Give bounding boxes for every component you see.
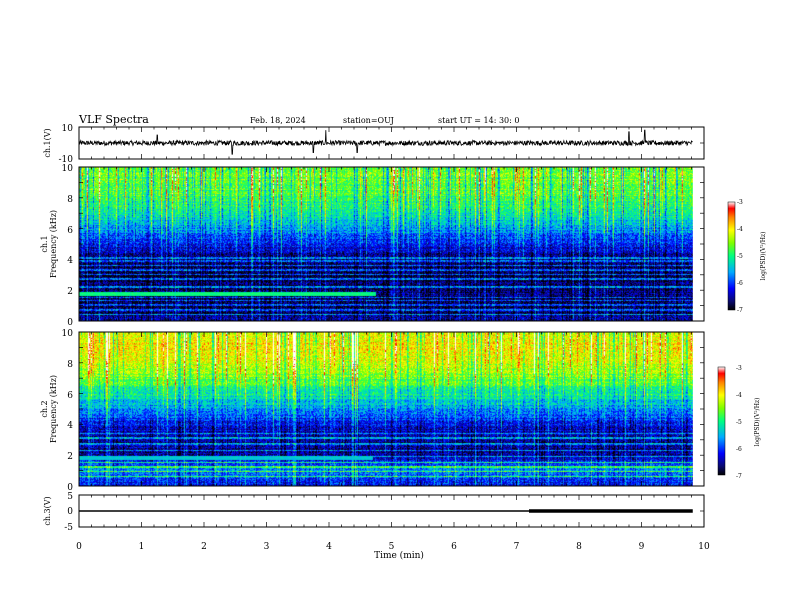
xtick-1: 1 bbox=[139, 542, 145, 552]
ch2-cb-tick-m3: -3 bbox=[736, 365, 742, 372]
ch1-waveform-panel: 10 -10 ch.1(V) bbox=[43, 124, 705, 165]
ch1-ytick-2: 2 bbox=[67, 287, 73, 297]
ch2-spectrogram-ticks bbox=[78, 331, 705, 487]
ch2-cb-tick-m7: -7 bbox=[736, 473, 742, 480]
date-label: Feb. 18, 2024 bbox=[250, 116, 306, 125]
ch1-ytick-bottom: -10 bbox=[59, 155, 74, 165]
ch1-ytick-top: 10 bbox=[62, 124, 74, 134]
xtick-8: 8 bbox=[576, 542, 582, 552]
ch1-ytick-4: 4 bbox=[67, 256, 73, 266]
station-label: station=OUJ bbox=[343, 116, 394, 125]
ch3-waveform-panel: 5 0 -5 ch.3(V) bbox=[43, 492, 705, 533]
ch2-colorbar-ramp bbox=[717, 366, 726, 476]
ch2-spectrogram-panel: 10 8 6 4 2 0 ch.2 Frequency (kHz) bbox=[40, 329, 705, 493]
ch2-ytick-8: 8 bbox=[67, 360, 73, 370]
ch2-ytick-2: 2 bbox=[67, 452, 73, 462]
ch3-waveform-ylabel: ch.3(V) bbox=[43, 496, 52, 525]
ch1-ytick-8: 8 bbox=[67, 195, 73, 205]
ch2-cb-tick-m5: -5 bbox=[736, 419, 742, 426]
xtick-2: 2 bbox=[201, 542, 207, 552]
ch1-spectrogram-panel: 10 8 6 4 2 0 ch.1 Frequency (kHz) bbox=[40, 164, 705, 328]
ch1-waveform-ylabel: ch.1(V) bbox=[43, 128, 52, 157]
ch2-ytick-10: 10 bbox=[62, 329, 74, 339]
figure-title: VLF Spectra bbox=[78, 113, 149, 126]
ch2-spectrogram-ylabel-channel: ch.2 bbox=[40, 400, 49, 417]
ch1-ytick-0: 0 bbox=[67, 318, 73, 328]
ch2-spectrogram-image bbox=[79, 332, 693, 486]
ch1-colorbar: -3 -4 -5 -6 -7 log(PSD)(V²/Hz) bbox=[727, 199, 767, 314]
ch1-spectrogram-ylabel-channel: ch.1 bbox=[40, 235, 49, 252]
ch1-spectrogram-ylabel-frequency: Frequency (kHz) bbox=[49, 210, 58, 278]
ch1-ytick-6: 6 bbox=[67, 226, 73, 236]
xtick-3: 3 bbox=[264, 542, 270, 552]
ch1-colorbar-ramp bbox=[727, 201, 736, 311]
ch1-cb-tick-m5: -5 bbox=[737, 253, 743, 260]
ch1-spectrogram-image bbox=[79, 167, 693, 321]
xtick-0: 0 bbox=[76, 542, 82, 552]
xtick-7: 7 bbox=[514, 542, 520, 552]
ch1-cb-tick-m6: -6 bbox=[737, 280, 743, 287]
ch1-waveform-ticks bbox=[78, 126, 705, 160]
ch2-ytick-0: 0 bbox=[67, 483, 73, 493]
ch1-waveform-trace bbox=[78, 129, 693, 155]
time-axis-label: Time (min) bbox=[374, 550, 424, 561]
ch1-spectrogram-ticks bbox=[78, 166, 705, 322]
ch1-colorbar-label: log(PSD)(V²/Hz) bbox=[760, 232, 767, 281]
ch1-cb-tick-m3: -3 bbox=[737, 199, 743, 206]
ch2-cb-tick-m4: -4 bbox=[736, 392, 742, 399]
ch2-ytick-4: 4 bbox=[67, 421, 73, 431]
ch1-ytick-10: 10 bbox=[62, 164, 74, 174]
ch3-ytick-5: 5 bbox=[67, 492, 73, 502]
xtick-5: 5 bbox=[389, 542, 395, 552]
xtick-4: 4 bbox=[326, 542, 332, 552]
time-axis: 0 1 2 3 4 5 6 7 8 9 10 Time (min) bbox=[76, 542, 710, 561]
ch1-cb-tick-m4: -4 bbox=[737, 226, 743, 233]
start-time-label: start UT = 14: 30: 0 bbox=[438, 116, 519, 125]
ch1-cb-tick-m7: -7 bbox=[737, 307, 743, 314]
ch3-ytick-m5: -5 bbox=[64, 523, 73, 533]
ch3-waveform-ticks bbox=[78, 494, 705, 528]
xtick-9: 9 bbox=[639, 542, 645, 552]
xtick-6: 6 bbox=[451, 542, 457, 552]
ch2-colorbar-label: log(PSD)(V²/Hz) bbox=[754, 398, 761, 447]
ch2-spectrogram-ylabel-frequency: Frequency (kHz) bbox=[49, 375, 58, 443]
ch2-cb-tick-m6: -6 bbox=[736, 446, 742, 453]
ch2-ytick-6: 6 bbox=[67, 391, 73, 401]
xtick-10: 10 bbox=[698, 542, 710, 552]
ch2-colorbar: -3 -4 -5 -6 -7 log(PSD)(V²/Hz) bbox=[717, 365, 761, 480]
ch3-ytick-0: 0 bbox=[67, 507, 73, 517]
